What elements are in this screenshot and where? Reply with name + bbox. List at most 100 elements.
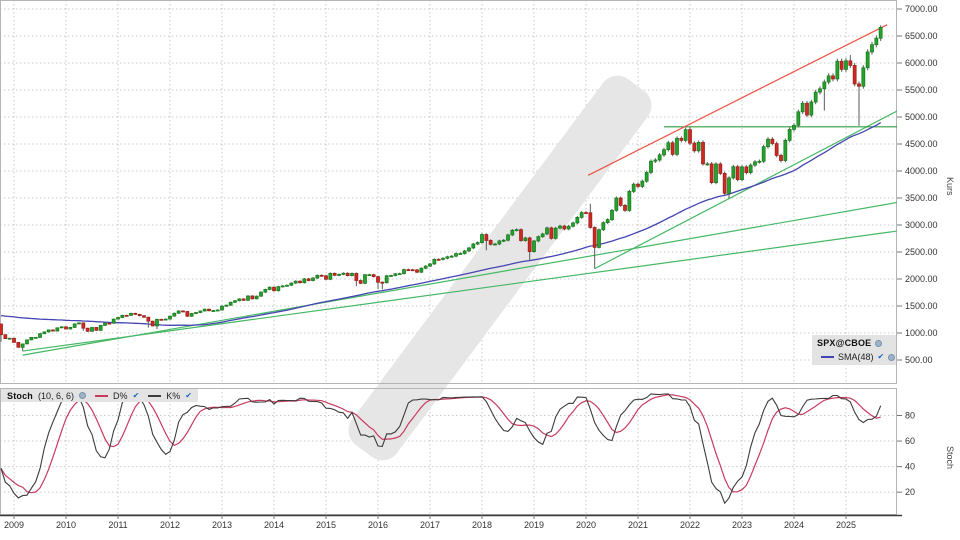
candle-body bbox=[753, 161, 757, 166]
candle-body bbox=[29, 336, 34, 341]
candle-body bbox=[293, 280, 298, 284]
candle-body bbox=[376, 276, 380, 283]
candle-body bbox=[692, 142, 697, 152]
candle-body bbox=[480, 234, 484, 243]
candle-body bbox=[839, 60, 844, 70]
candle-body bbox=[150, 320, 155, 327]
stoch-k-line[interactable] bbox=[0, 393, 882, 505]
candle-body bbox=[220, 305, 224, 311]
trendline-covid-low-support[interactable] bbox=[594, 110, 898, 270]
stoch-tick-label: 20 bbox=[905, 487, 915, 497]
candle-body bbox=[159, 318, 164, 321]
candle-body bbox=[410, 269, 415, 272]
price-tick-label: 2500.00 bbox=[905, 247, 938, 257]
d-visible-checkmark-icon[interactable]: ✔ bbox=[132, 390, 140, 400]
candle-body bbox=[254, 295, 259, 300]
year-label: 2018 bbox=[472, 520, 492, 530]
candle-body bbox=[575, 217, 580, 224]
candle-body bbox=[241, 298, 246, 301]
candle-body bbox=[163, 318, 168, 321]
axes: 7000.00 6500.00 6000.00 5500.00 5000.00 4500.… bbox=[4, 4, 938, 530]
candle-body bbox=[701, 142, 705, 165]
candle-body bbox=[610, 209, 614, 220]
candle-body bbox=[181, 310, 185, 313]
candle-body bbox=[363, 274, 367, 284]
candle-body bbox=[835, 60, 840, 80]
candle-body bbox=[558, 225, 562, 229]
candle-body bbox=[250, 295, 255, 300]
k-label: K% bbox=[166, 390, 181, 401]
candle-body bbox=[631, 183, 636, 192]
candle-body bbox=[7, 337, 12, 340]
candle-body bbox=[20, 343, 25, 348]
stoch-legend[interactable]: Stoch (10, 6, 6) D% ✔ K% ✔ bbox=[1, 389, 198, 402]
candle-body bbox=[649, 160, 653, 173]
year-label: 2010 bbox=[56, 520, 76, 530]
symbol-legend[interactable]: SPX@CBOE SMA(48) ✔ bbox=[812, 335, 896, 365]
candle-body bbox=[488, 240, 493, 245]
candle-body bbox=[46, 329, 51, 333]
candle-body bbox=[805, 102, 809, 116]
price-tick-label: 3500.00 bbox=[905, 193, 938, 203]
watermark-slash-logo bbox=[348, 75, 652, 461]
candle-body bbox=[787, 129, 792, 141]
candle-body bbox=[774, 143, 779, 156]
year-label: 2016 bbox=[368, 520, 388, 530]
d-color-swatch bbox=[95, 394, 109, 397]
candle-body bbox=[822, 81, 827, 90]
candle-body bbox=[826, 75, 831, 83]
candle-body bbox=[467, 247, 471, 252]
candle-body bbox=[792, 124, 796, 130]
candle-body bbox=[614, 197, 619, 211]
price-tick-label: 7000.00 bbox=[905, 4, 938, 14]
candle-body bbox=[761, 146, 766, 162]
candle-body bbox=[688, 129, 692, 144]
candle-body bbox=[146, 316, 151, 322]
candle-body bbox=[38, 333, 42, 338]
candle-body bbox=[874, 37, 879, 46]
price-tick-label: 1500.00 bbox=[905, 301, 938, 311]
candle-body bbox=[571, 222, 575, 227]
year-label: 2013 bbox=[212, 520, 232, 530]
candle-body bbox=[94, 327, 99, 331]
settings-icon[interactable] bbox=[875, 339, 883, 347]
candle-body bbox=[865, 51, 870, 69]
candle-body bbox=[623, 205, 627, 211]
candle-body bbox=[120, 314, 125, 318]
candle-body bbox=[735, 166, 740, 181]
settings-icon[interactable] bbox=[79, 392, 87, 399]
candle-body bbox=[350, 273, 354, 276]
candle-body bbox=[566, 225, 571, 230]
candle-body bbox=[449, 255, 454, 258]
candle-body bbox=[662, 149, 666, 156]
candle-body bbox=[185, 311, 190, 317]
candle-body bbox=[696, 142, 701, 152]
candle-body bbox=[306, 278, 311, 281]
candle-body bbox=[0, 323, 3, 336]
trendline-rising-resistance[interactable] bbox=[587, 24, 888, 176]
sma48-line[interactable] bbox=[0, 122, 882, 326]
candle-body bbox=[679, 137, 684, 141]
trendline-long-term-support-2[interactable] bbox=[22, 201, 898, 356]
candle-body bbox=[857, 83, 861, 87]
candle-body bbox=[532, 240, 536, 252]
candle-body bbox=[367, 274, 372, 277]
candle-body bbox=[618, 197, 623, 206]
candle-body bbox=[458, 253, 463, 255]
candle-body bbox=[246, 295, 250, 301]
candle-body bbox=[501, 239, 506, 242]
candle-body bbox=[358, 280, 363, 284]
candle-body bbox=[722, 173, 727, 194]
candle-body bbox=[848, 60, 853, 66]
candle-body bbox=[670, 142, 675, 155]
candle-body bbox=[324, 275, 328, 280]
k-visible-checkmark-icon[interactable]: ✔ bbox=[185, 390, 192, 400]
price-tick-label: 6000.00 bbox=[905, 58, 938, 68]
candle-body bbox=[129, 312, 133, 316]
trendline-long-term-support-1[interactable] bbox=[22, 230, 898, 352]
stoch-d-line[interactable] bbox=[0, 394, 881, 494]
sma-visible-checkmark-icon[interactable]: ✔ bbox=[877, 352, 885, 361]
settings-icon[interactable] bbox=[888, 353, 896, 361]
candle-body bbox=[51, 329, 55, 332]
